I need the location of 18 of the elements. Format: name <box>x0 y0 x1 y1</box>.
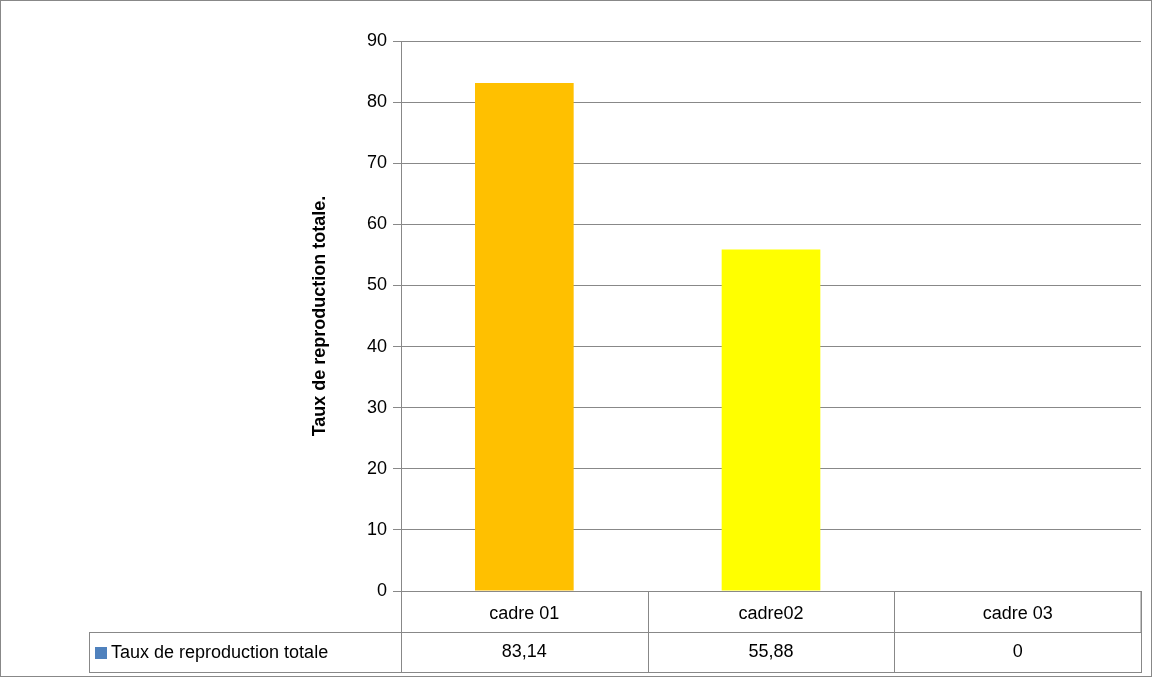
x-tick-label: cadre 03 <box>982 602 1053 623</box>
y-tick-label: 40 <box>366 335 387 356</box>
y-tick-label: 50 <box>366 274 387 295</box>
x-tick-label: cadre02 <box>738 602 804 623</box>
data-label: 0 <box>1012 641 1023 662</box>
y-tick-label: 80 <box>366 91 387 112</box>
y-tick-label: 90 <box>366 29 387 50</box>
data-label: 83,14 <box>501 641 547 662</box>
data-label: 55,88 <box>748 641 794 662</box>
text: Taux de reproduction totale <box>111 642 329 663</box>
y-tick-label: 60 <box>366 213 387 234</box>
y-tick-label: 30 <box>366 396 387 417</box>
y-tick-label: 20 <box>366 457 387 478</box>
y-tick-label: 10 <box>366 518 387 539</box>
x-tick-label: cadre 01 <box>489 602 560 623</box>
y-tick-label: 0 <box>376 579 387 600</box>
y-tick-label: 70 <box>366 152 387 173</box>
y-axis-title: Taux de reproduction totale. <box>308 195 329 437</box>
